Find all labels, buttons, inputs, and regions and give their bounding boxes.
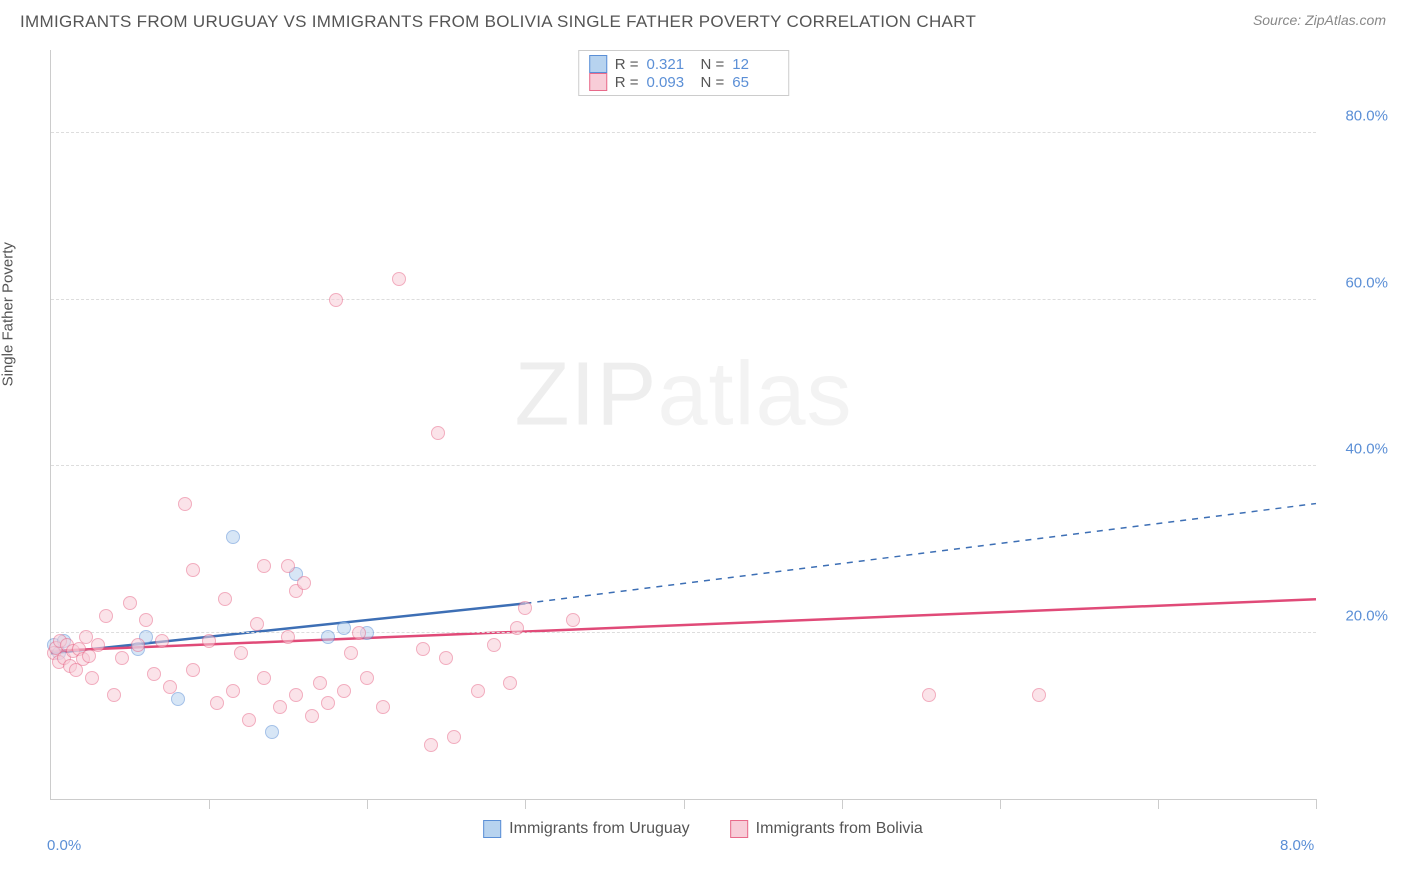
data-point-bolivia bbox=[510, 621, 524, 635]
data-point-bolivia bbox=[85, 671, 99, 685]
data-point-bolivia bbox=[431, 426, 445, 440]
x-tick bbox=[842, 799, 843, 809]
data-point-bolivia bbox=[210, 696, 224, 710]
x-tick bbox=[525, 799, 526, 809]
chart-container: Single Father Poverty ZIPatlas R = 0.321… bbox=[0, 40, 1406, 860]
data-point-bolivia bbox=[147, 667, 161, 681]
data-point-bolivia bbox=[922, 688, 936, 702]
data-point-bolivia bbox=[281, 630, 295, 644]
data-point-bolivia bbox=[91, 638, 105, 652]
data-point-bolivia bbox=[313, 676, 327, 690]
source-credit: Source: ZipAtlas.com bbox=[1253, 12, 1386, 28]
data-point-bolivia bbox=[321, 696, 335, 710]
data-point-bolivia bbox=[163, 680, 177, 694]
x-tick bbox=[209, 799, 210, 809]
data-point-bolivia bbox=[178, 497, 192, 511]
x-tick bbox=[1000, 799, 1001, 809]
legend-item-bolivia: Immigrants from Bolivia bbox=[730, 820, 923, 838]
data-point-bolivia bbox=[218, 592, 232, 606]
swatch-icon bbox=[483, 820, 501, 838]
data-point-bolivia bbox=[202, 634, 216, 648]
y-tick-label: 60.0% bbox=[1328, 274, 1388, 291]
data-point-bolivia bbox=[376, 700, 390, 714]
data-point-bolivia bbox=[186, 663, 200, 677]
x-tick bbox=[1158, 799, 1159, 809]
data-point-bolivia bbox=[305, 709, 319, 723]
stats-row-bolivia: R = 0.093 N = 65 bbox=[589, 73, 779, 91]
plot-area: ZIPatlas R = 0.321 N = 12 R = 0.093 N = … bbox=[50, 50, 1316, 800]
data-point-bolivia bbox=[1032, 688, 1046, 702]
gridline bbox=[51, 632, 1316, 633]
stats-legend: R = 0.321 N = 12 R = 0.093 N = 65 bbox=[578, 50, 790, 96]
data-point-bolivia bbox=[226, 684, 240, 698]
x-tick bbox=[367, 799, 368, 809]
data-point-bolivia bbox=[344, 646, 358, 660]
data-point-bolivia bbox=[424, 738, 438, 752]
data-point-bolivia bbox=[566, 613, 580, 627]
data-point-bolivia bbox=[329, 293, 343, 307]
data-point-bolivia bbox=[447, 730, 461, 744]
data-point-uruguay bbox=[337, 621, 351, 635]
data-point-bolivia bbox=[392, 272, 406, 286]
data-point-bolivia bbox=[281, 559, 295, 573]
gridline bbox=[51, 299, 1316, 300]
x-tick-label: 8.0% bbox=[1280, 837, 1314, 854]
swatch-icon bbox=[589, 73, 607, 91]
x-tick bbox=[684, 799, 685, 809]
chart-title: IMMIGRANTS FROM URUGUAY VS IMMIGRANTS FR… bbox=[20, 12, 976, 32]
data-point-bolivia bbox=[131, 638, 145, 652]
data-point-bolivia bbox=[234, 646, 248, 660]
data-point-uruguay bbox=[171, 692, 185, 706]
x-tick bbox=[1316, 799, 1317, 809]
gridline bbox=[51, 132, 1316, 133]
data-point-bolivia bbox=[471, 684, 485, 698]
data-point-bolivia bbox=[416, 642, 430, 656]
legend-item-uruguay: Immigrants from Uruguay bbox=[483, 820, 690, 838]
y-axis-label: Single Father Poverty bbox=[0, 242, 17, 386]
data-point-bolivia bbox=[337, 684, 351, 698]
data-point-bolivia bbox=[107, 688, 121, 702]
data-point-bolivia bbox=[503, 676, 517, 690]
stats-row-uruguay: R = 0.321 N = 12 bbox=[589, 55, 779, 73]
data-point-uruguay bbox=[321, 630, 335, 644]
data-point-bolivia bbox=[99, 609, 113, 623]
data-point-uruguay bbox=[265, 725, 279, 739]
data-point-bolivia bbox=[257, 671, 271, 685]
data-point-bolivia bbox=[518, 601, 532, 615]
data-point-bolivia bbox=[115, 651, 129, 665]
data-point-bolivia bbox=[360, 671, 374, 685]
trend-lines bbox=[51, 50, 1316, 799]
data-point-bolivia bbox=[273, 700, 287, 714]
data-point-bolivia bbox=[242, 713, 256, 727]
data-point-uruguay bbox=[226, 530, 240, 544]
data-point-bolivia bbox=[487, 638, 501, 652]
data-point-bolivia bbox=[297, 576, 311, 590]
bottom-legend: Immigrants from Uruguay Immigrants from … bbox=[483, 820, 923, 838]
swatch-icon bbox=[589, 55, 607, 73]
y-tick-label: 80.0% bbox=[1328, 108, 1388, 125]
data-point-bolivia bbox=[352, 626, 366, 640]
data-point-bolivia bbox=[123, 596, 137, 610]
data-point-bolivia bbox=[257, 559, 271, 573]
data-point-bolivia bbox=[250, 617, 264, 631]
x-tick-label: 0.0% bbox=[47, 837, 81, 854]
data-point-bolivia bbox=[79, 630, 93, 644]
gridline bbox=[51, 465, 1316, 466]
data-point-bolivia bbox=[186, 563, 200, 577]
data-point-bolivia bbox=[139, 613, 153, 627]
data-point-bolivia bbox=[439, 651, 453, 665]
y-tick-label: 20.0% bbox=[1328, 607, 1388, 624]
data-point-bolivia bbox=[155, 634, 169, 648]
y-tick-label: 40.0% bbox=[1328, 441, 1388, 458]
data-point-bolivia bbox=[289, 688, 303, 702]
swatch-icon bbox=[730, 820, 748, 838]
